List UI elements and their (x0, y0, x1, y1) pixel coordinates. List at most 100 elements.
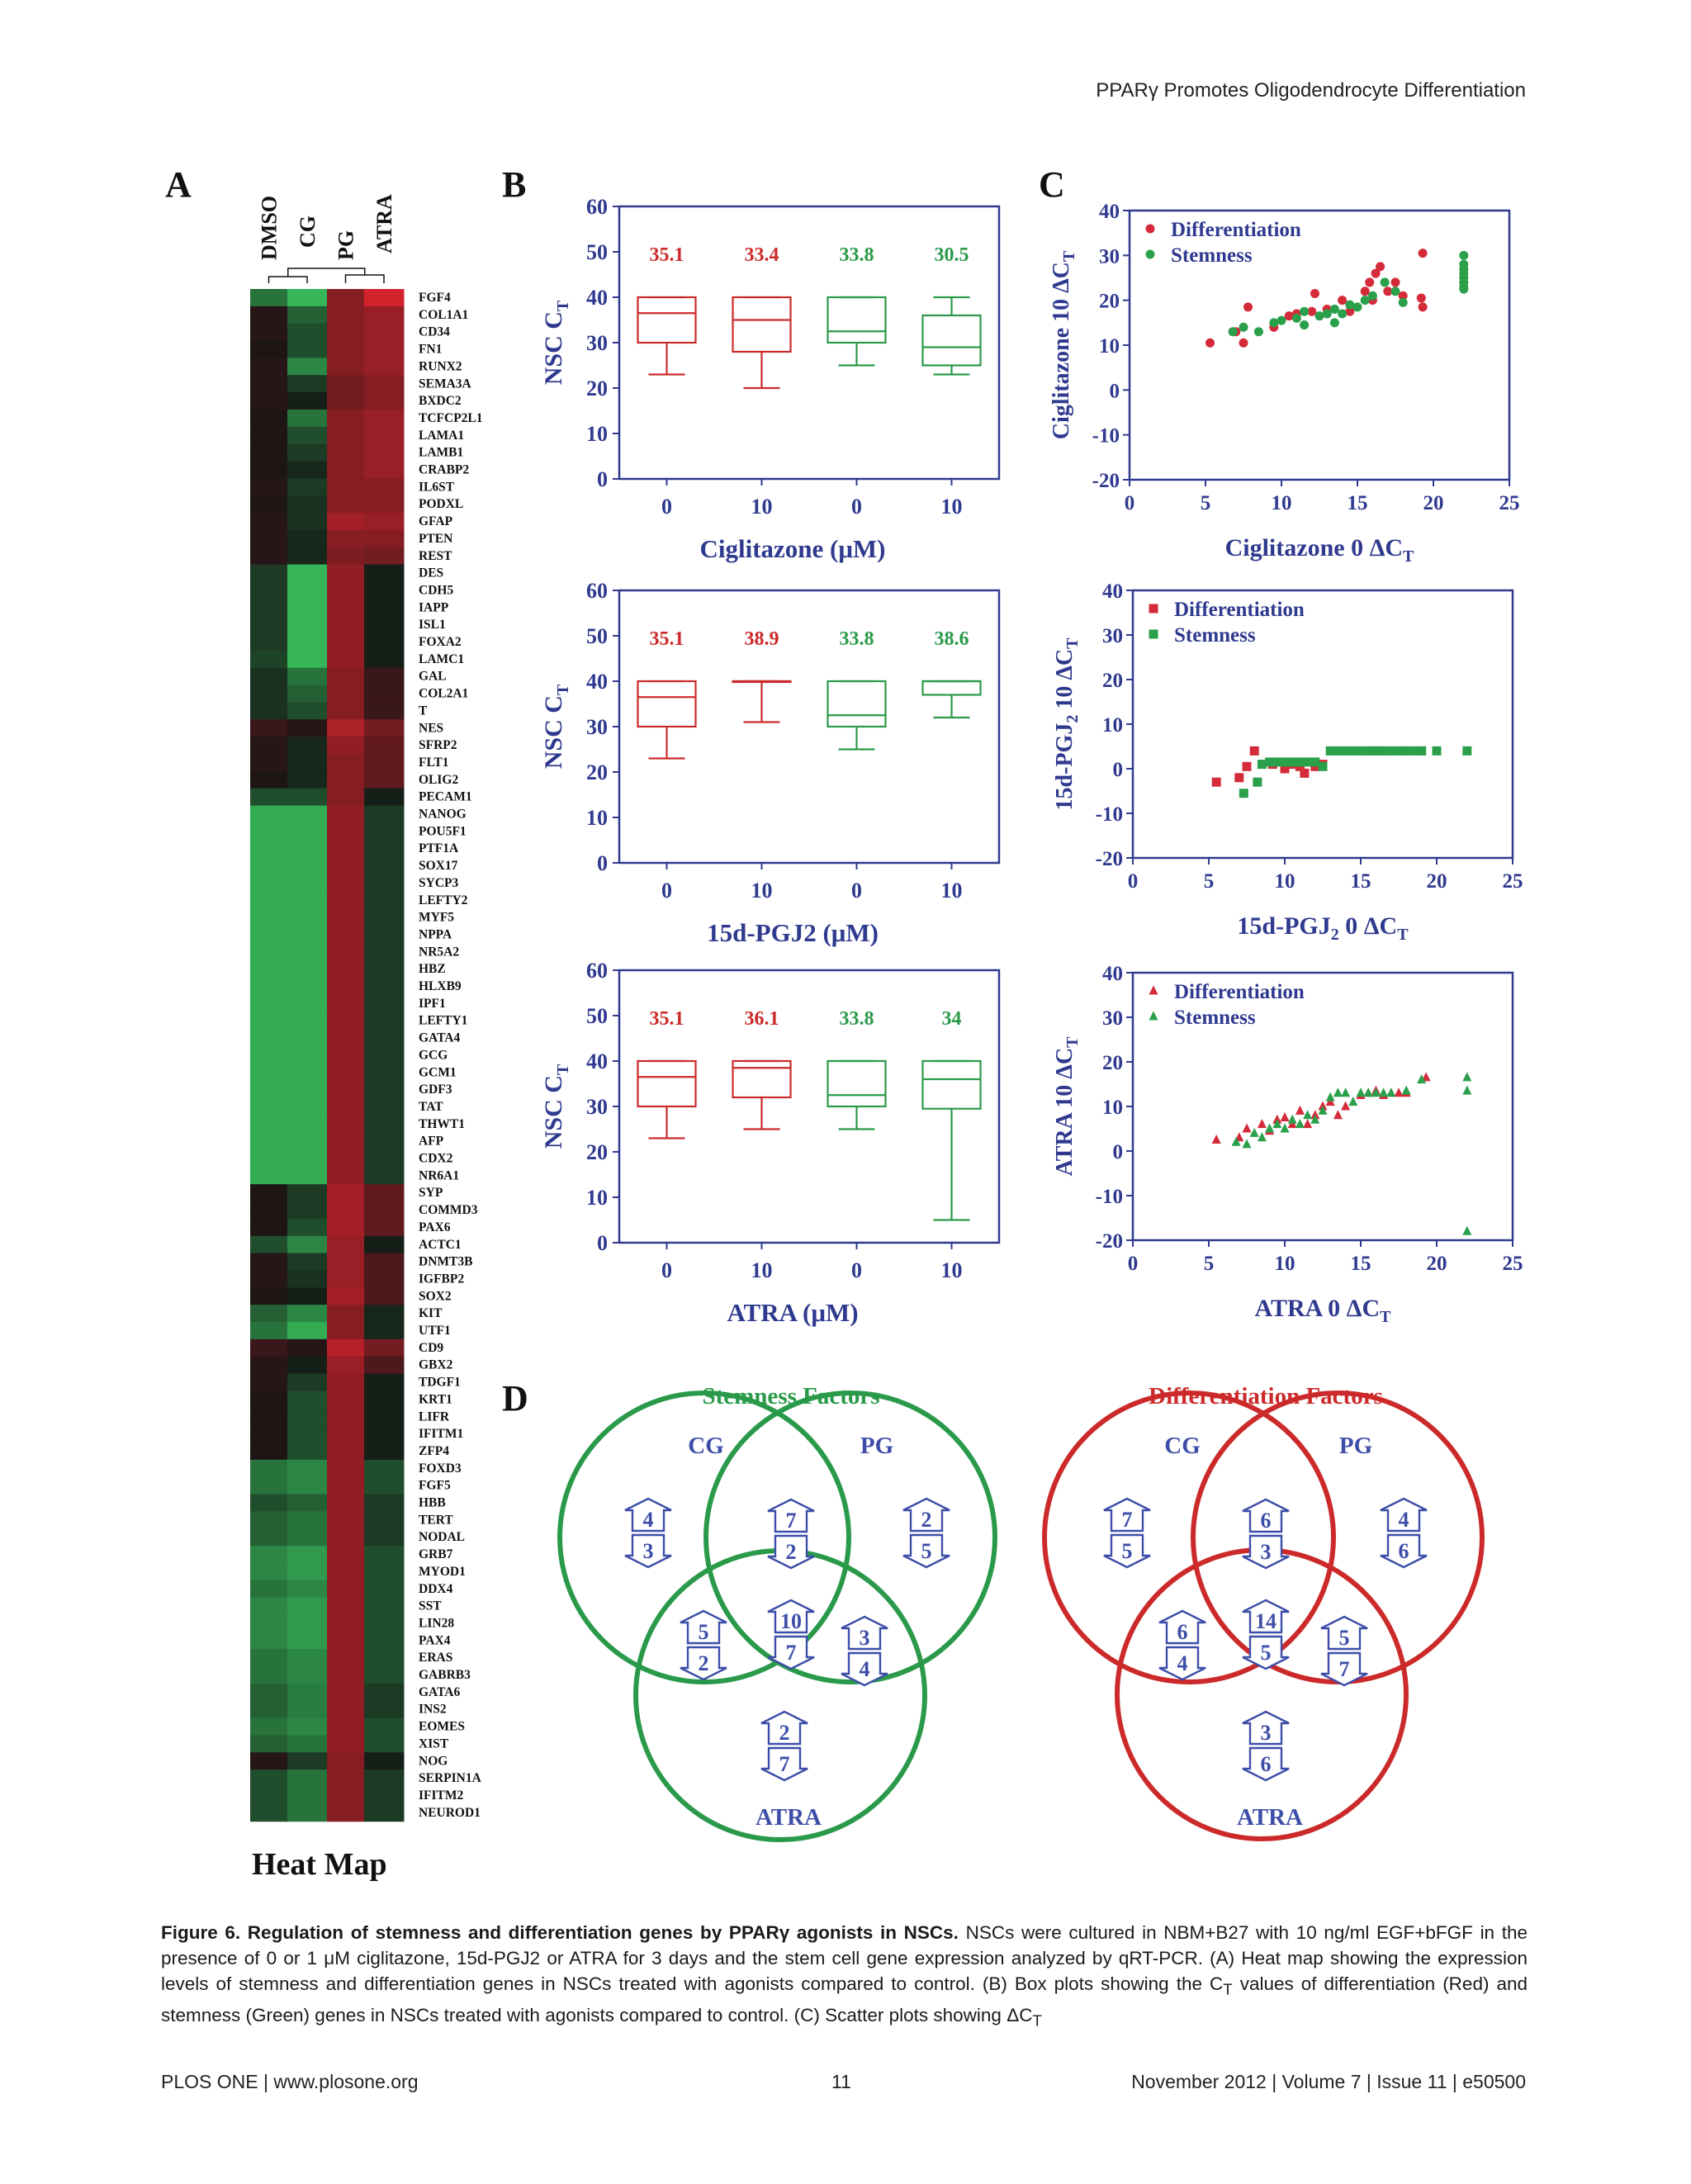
heatmap-cell (287, 1011, 328, 1030)
heatmap-cell (250, 1494, 288, 1512)
heatmap-cell (250, 685, 288, 703)
heatmap-cell (327, 908, 365, 927)
venn-arrow-pair: 107 (767, 1599, 815, 1670)
x-tick-label: 10 (941, 879, 963, 902)
heatmap-cell (287, 1356, 328, 1375)
data-point (1269, 318, 1279, 328)
box-4 (921, 680, 982, 719)
heatmap-cell (364, 650, 405, 669)
heatmap-cell (250, 1700, 288, 1719)
up-arrow-icon (1103, 1497, 1151, 1533)
data-point (1325, 1092, 1335, 1101)
heatmap-cell (250, 1029, 288, 1047)
box-2 (732, 680, 792, 723)
axis-label-sub: T (1060, 250, 1078, 262)
series-stemness (1231, 1072, 1472, 1235)
data-point (1398, 291, 1408, 301)
heatmap-column-label: CG (296, 216, 320, 248)
heatmap-gene-label: ZFP4 (419, 1444, 449, 1458)
up-arrow-icon (1380, 1497, 1428, 1533)
heatmap-cell (250, 616, 288, 634)
axis-label-sub: T (1063, 637, 1082, 649)
data-point (1205, 338, 1215, 348)
heatmap-gene-label: SYP (419, 1186, 443, 1200)
heatmap-cell (250, 1115, 288, 1134)
heatmap-cell (364, 478, 405, 496)
axis-label-sub: T (1380, 1308, 1391, 1326)
data-point (1360, 296, 1370, 306)
upregulated-count: 5 (699, 1620, 709, 1644)
heatmap-gene-label: TERT (419, 1513, 453, 1527)
x-axis-label: Ciglitazone (μM) (699, 534, 885, 563)
y-axis-label-main: NSC C (540, 311, 567, 385)
data-point (1249, 746, 1259, 756)
heatmap-gene-label: DNMT3B (419, 1255, 472, 1269)
data-point (1459, 284, 1469, 294)
x-axis-label: 15d-PGJ2 (μM) (707, 918, 879, 947)
heatmap-cell (364, 1373, 405, 1391)
caption-text-1: NSCs were cultured in NBM+B27 with 10 ng… (161, 1922, 1528, 1994)
box-3 (827, 680, 887, 751)
up-arrow-icon (680, 1609, 727, 1645)
heatmap-gene-label: GFAP (419, 514, 453, 528)
x-tick-label: 0 (661, 879, 672, 902)
heatmap-gene-label: FLT1 (419, 756, 448, 770)
heatmap-cell (364, 513, 405, 531)
heatmap-cell (250, 1408, 288, 1426)
data-point (1310, 289, 1319, 299)
legend-entry: Stemness (1174, 624, 1256, 647)
legend-entry: Stemness (1171, 244, 1253, 267)
heatmap-cell (250, 633, 288, 651)
box-mean-label: 33.8 (840, 1008, 874, 1030)
x-tick-label: 0 (1128, 1253, 1139, 1275)
x-tick-label: 5 (1204, 1253, 1215, 1275)
heatmap-gene-label: NANOG (419, 808, 467, 822)
heatmap-cell (250, 1390, 288, 1409)
box-4 (921, 1059, 982, 1221)
heatmap-cell (364, 719, 405, 737)
heatmap-cell (287, 461, 328, 479)
data-point (1277, 315, 1286, 325)
axis-label-sub: T (1403, 547, 1414, 566)
heatmap-cell (250, 1632, 288, 1650)
box-body (637, 1059, 697, 1108)
heatmap-cell (364, 1184, 405, 1202)
dendrogram-branch-root (287, 268, 366, 277)
y-tick-label: 50 (586, 240, 608, 264)
heatmap-cell (364, 323, 405, 342)
heatmap-gene-label: IFITM1 (419, 1427, 463, 1441)
down-arrow-icon (1242, 1746, 1290, 1782)
data-point (1145, 249, 1155, 259)
heatmap-cell (287, 1562, 328, 1581)
heatmap-cell (287, 650, 328, 669)
heatmap-cell (287, 306, 328, 325)
data-point (1418, 249, 1428, 258)
heatmap-cell (364, 392, 405, 410)
heatmap-cell (250, 513, 288, 531)
data-point (1459, 250, 1469, 260)
heatmap-cell (287, 340, 328, 358)
heatmap-gene-label: NOG (419, 1754, 448, 1768)
up-arrow-icon (760, 1710, 808, 1746)
heatmap-cell (287, 1494, 328, 1512)
heatmap-cell (364, 581, 405, 599)
heatmap-cell (327, 737, 365, 755)
data-point (1295, 1119, 1305, 1129)
heatmap-cell (287, 1322, 328, 1340)
heatmap-cell (287, 1425, 328, 1443)
heatmap-cell (327, 1356, 365, 1375)
heatmap-gene-label: FGF4 (419, 291, 451, 305)
heatmap-gene-label: LEFTY2 (419, 893, 468, 907)
heatmap-cell (287, 1132, 328, 1151)
heatmap-cell (364, 599, 405, 617)
data-point (1239, 322, 1248, 332)
heatmap-cell (287, 1459, 328, 1478)
box-body (827, 1059, 887, 1108)
data-point (1318, 761, 1328, 771)
heatmap-cell (327, 1011, 365, 1030)
heatmap-cell (287, 719, 328, 737)
heatmap-cell (364, 340, 405, 358)
heatmap-gene-label: CD9 (419, 1341, 443, 1355)
footer-issue: November 2012 | Volume 7 | Issue 11 | e5… (1131, 2071, 1526, 2092)
heatmap-cell (327, 1149, 365, 1168)
